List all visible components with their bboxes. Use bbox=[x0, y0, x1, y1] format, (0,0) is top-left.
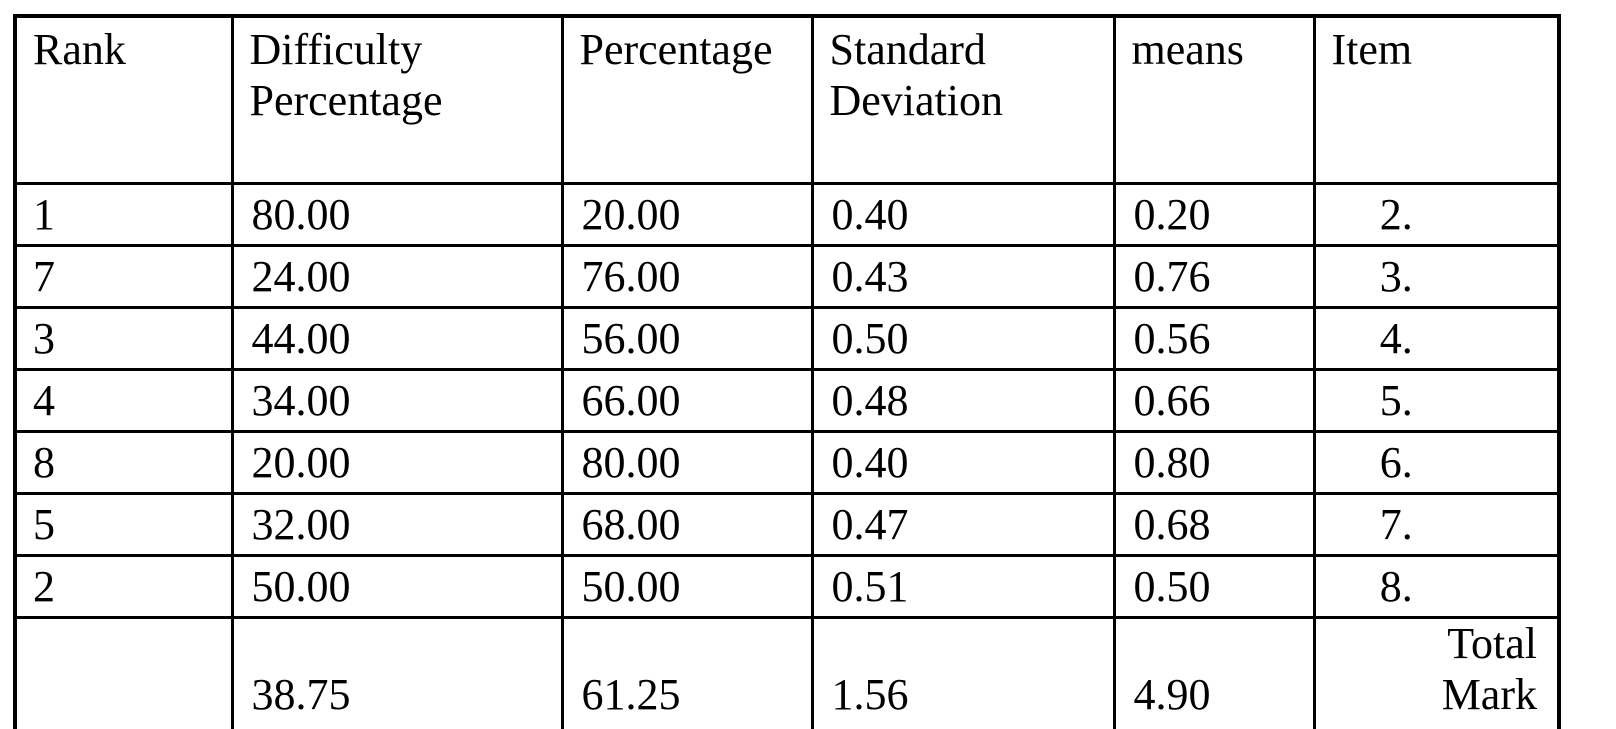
cell-percentage: 50.00 bbox=[560, 554, 814, 619]
cell-percentage: 66.00 bbox=[560, 368, 814, 433]
cell-difficulty-percentage: 80.00 bbox=[230, 182, 564, 247]
cell-standard-deviation: 0.50 bbox=[810, 306, 1116, 371]
item-analysis-table: Rank Difficulty Percentage Percentage St… bbox=[13, 14, 1561, 729]
header-means: means bbox=[1112, 14, 1316, 185]
cell-difficulty-percentage: 44.00 bbox=[230, 306, 564, 371]
cell-means: 0.80 bbox=[1112, 430, 1316, 495]
cell-percentage: 76.00 bbox=[560, 244, 814, 309]
header-difficulty-percentage: Difficulty Percentage bbox=[230, 14, 564, 185]
cell-standard-deviation: 0.43 bbox=[810, 244, 1116, 309]
cell-means: 0.20 bbox=[1112, 182, 1316, 247]
header-standard-deviation: Standard Deviation bbox=[810, 14, 1116, 185]
cell-means: 0.76 bbox=[1112, 244, 1316, 309]
cell-rank: 1 bbox=[13, 182, 234, 247]
cell-difficulty-percentage: 20.00 bbox=[230, 430, 564, 495]
cell-rank: 7 bbox=[13, 244, 234, 309]
table-row: 3 44.00 56.00 0.50 0.56 4. bbox=[13, 306, 1561, 371]
header-rank: Rank bbox=[13, 14, 234, 185]
cell-standard-deviation: 0.40 bbox=[810, 182, 1116, 247]
header-percentage: Percentage bbox=[560, 14, 814, 185]
cell-rank: 3 bbox=[13, 306, 234, 371]
cell-means: 0.56 bbox=[1112, 306, 1316, 371]
cell-rank: 2 bbox=[13, 554, 234, 619]
cell-percentage: 20.00 bbox=[560, 182, 814, 247]
header-item: Item bbox=[1312, 14, 1561, 185]
summary-cell-total-mark-label: Total Mark bbox=[1312, 616, 1561, 729]
summary-cell-rank bbox=[13, 616, 234, 729]
cell-difficulty-percentage: 32.00 bbox=[230, 492, 564, 557]
cell-means: 0.66 bbox=[1112, 368, 1316, 433]
cell-standard-deviation: 0.48 bbox=[810, 368, 1116, 433]
cell-percentage: 80.00 bbox=[560, 430, 814, 495]
table-row: 8 20.00 80.00 0.40 0.80 6. bbox=[13, 430, 1561, 495]
cell-item: 7. bbox=[1312, 492, 1561, 557]
cell-item: 6. bbox=[1312, 430, 1561, 495]
cell-item: 4. bbox=[1312, 306, 1561, 371]
table-row: 7 24.00 76.00 0.43 0.76 3. bbox=[13, 244, 1561, 309]
cell-standard-deviation: 0.40 bbox=[810, 430, 1116, 495]
cell-item: 5. bbox=[1312, 368, 1561, 433]
table-row: 1 80.00 20.00 0.40 0.20 2. bbox=[13, 182, 1561, 247]
cell-difficulty-percentage: 24.00 bbox=[230, 244, 564, 309]
cell-rank: 8 bbox=[13, 430, 234, 495]
table-row: 5 32.00 68.00 0.47 0.68 7. bbox=[13, 492, 1561, 557]
cell-rank: 4 bbox=[13, 368, 234, 433]
cell-means: 0.68 bbox=[1112, 492, 1316, 557]
summary-cell-difficulty-percentage: 38.75 bbox=[230, 616, 564, 729]
table-row: 2 50.00 50.00 0.51 0.50 8. bbox=[13, 554, 1561, 619]
cell-difficulty-percentage: 34.00 bbox=[230, 368, 564, 433]
cell-standard-deviation: 0.47 bbox=[810, 492, 1116, 557]
cell-item: 3. bbox=[1312, 244, 1561, 309]
cell-standard-deviation: 0.51 bbox=[810, 554, 1116, 619]
cell-item: 8. bbox=[1312, 554, 1561, 619]
cell-difficulty-percentage: 50.00 bbox=[230, 554, 564, 619]
cell-percentage: 68.00 bbox=[560, 492, 814, 557]
cell-means: 0.50 bbox=[1112, 554, 1316, 619]
table-row: 4 34.00 66.00 0.48 0.66 5. bbox=[13, 368, 1561, 433]
cell-rank: 5 bbox=[13, 492, 234, 557]
table-header-row: Rank Difficulty Percentage Percentage St… bbox=[13, 14, 1561, 185]
cell-percentage: 56.00 bbox=[560, 306, 814, 371]
summary-cell-standard-deviation: 1.56 bbox=[810, 616, 1116, 729]
cell-item: 2. bbox=[1312, 182, 1561, 247]
table-summary-row: 38.75 61.25 1.56 4.90 Total Mark bbox=[13, 616, 1561, 729]
summary-cell-means: 4.90 bbox=[1112, 616, 1316, 729]
summary-cell-percentage: 61.25 bbox=[560, 616, 814, 729]
